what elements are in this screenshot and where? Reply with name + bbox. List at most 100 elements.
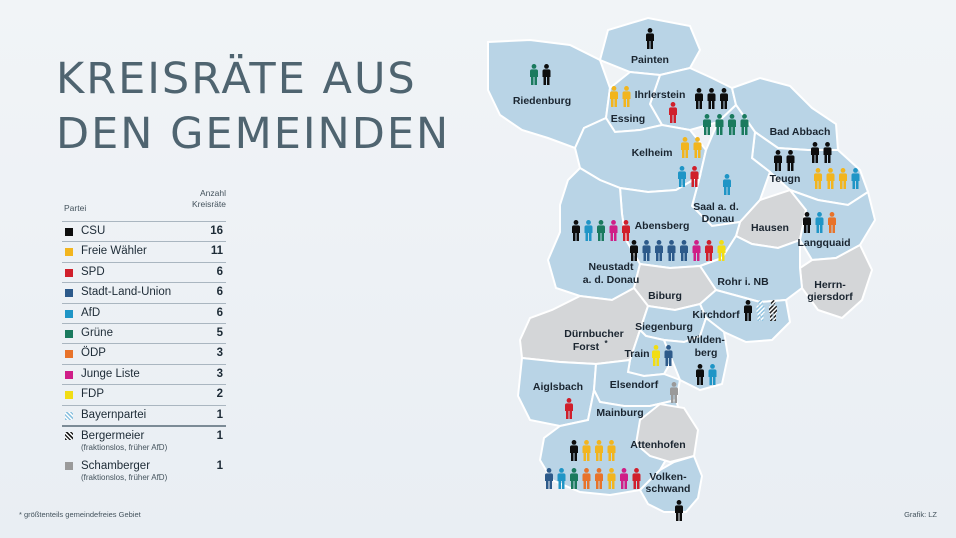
legend-party-name: FDP bbox=[81, 388, 104, 400]
legend-party-label: SPD bbox=[81, 265, 105, 278]
legend-party-name: AfD bbox=[81, 307, 100, 319]
legend-party-count: 6 bbox=[216, 306, 223, 319]
seat-icon-csu bbox=[707, 88, 716, 109]
label-elsendorf: Elsendorf bbox=[610, 379, 659, 391]
label-wildenberg-2: berg bbox=[695, 347, 718, 359]
seat-icon-afd bbox=[815, 212, 824, 233]
seat-icon-jl bbox=[692, 240, 701, 261]
seat-icon-fw bbox=[681, 137, 689, 158]
legend-party-name: Schamberger (fraktionslos, früher AfD) bbox=[81, 460, 167, 482]
seat-icon-fw bbox=[839, 168, 847, 189]
legend-party-note: (fraktionslos, früher AfD) bbox=[81, 472, 168, 482]
seat-icon-csu bbox=[646, 28, 654, 49]
legend-party-count: 6 bbox=[216, 265, 223, 278]
seat-icon-oedp bbox=[828, 212, 836, 233]
legend-party-count: 1 bbox=[216, 429, 223, 442]
footnote: * größtenteils gemeindefreies Gebiet bbox=[19, 510, 141, 519]
label-duernbucher-mark: * bbox=[604, 339, 608, 348]
seat-icon-gruene bbox=[715, 114, 724, 135]
legend-party-label: ÖDP bbox=[81, 347, 106, 360]
seat-icon-fw bbox=[582, 440, 591, 461]
legend-swatch bbox=[65, 228, 73, 236]
seat-icon-slu bbox=[680, 240, 688, 261]
seat-icon-spd bbox=[705, 240, 713, 261]
seat-icon-csu bbox=[630, 240, 638, 261]
seat-icon-afd bbox=[851, 168, 860, 189]
legend-party-note: (fraktionslos, früher AfD) bbox=[81, 442, 168, 452]
seat-icon-sb bbox=[670, 382, 678, 403]
region-volkenschwand bbox=[638, 454, 704, 513]
seat-icon-gruene bbox=[597, 220, 605, 241]
legend-party-count: 16 bbox=[210, 225, 223, 237]
legend-header: Partei Anzahl Kreisräte bbox=[62, 188, 226, 221]
label-riedenburg: Riedenburg bbox=[513, 95, 571, 107]
credit: Grafik: LZ bbox=[904, 510, 937, 519]
legend-row-csu: CSU 16 bbox=[62, 221, 226, 243]
seat-icon-fw bbox=[607, 468, 616, 489]
label-neustadt-2: a. d. Donau bbox=[583, 274, 640, 286]
legend-party-label: Bayernpartei bbox=[81, 408, 147, 421]
label-neustadt-1: Neustadt bbox=[589, 261, 634, 273]
seat-icon-bm bbox=[769, 300, 777, 321]
legend-swatch bbox=[65, 248, 73, 257]
title-line-1: KREISRÄTE AUS bbox=[56, 54, 417, 104]
seat-icon-afd bbox=[708, 364, 717, 385]
seat-icon-oedp bbox=[582, 468, 591, 489]
seat-icon-csu bbox=[696, 364, 704, 385]
council-seat-icons bbox=[530, 28, 860, 521]
seat-icon-spd bbox=[622, 220, 630, 241]
legend-swatch bbox=[65, 431, 73, 440]
seat-icon-csu bbox=[744, 300, 752, 321]
seat-icon-spd bbox=[669, 102, 677, 123]
label-abensberg: Abensberg bbox=[635, 220, 690, 232]
legend-swatch bbox=[65, 289, 73, 298]
seat-icon-afd bbox=[723, 174, 731, 195]
legend-party-label: FDP bbox=[81, 388, 104, 401]
seat-icon-fw bbox=[595, 440, 603, 461]
seat-icon-jl bbox=[609, 220, 618, 241]
label-kelheim: Kelheim bbox=[632, 147, 673, 159]
seat-icon-spd bbox=[690, 166, 699, 187]
legend-party-name: Grüne bbox=[81, 327, 113, 339]
label-attenhofen: Attenhofen bbox=[630, 439, 685, 451]
label-essing: Essing bbox=[611, 113, 645, 125]
legend-party-count: 5 bbox=[216, 326, 223, 339]
legend-party-count: 6 bbox=[216, 286, 223, 299]
seat-icon-spd bbox=[565, 398, 573, 419]
region-labels: Painten Riedenburg Ihrlerstein Essing Ba… bbox=[513, 54, 853, 495]
legend-row-sb: Schamberger (fraktionslos, früher AfD) 1 bbox=[62, 457, 226, 487]
seat-icon-gruene bbox=[728, 114, 736, 135]
legend-header-count: Anzahl Kreisräte bbox=[166, 188, 226, 210]
legend-party-name: Junge Liste bbox=[81, 368, 140, 380]
seat-icon-afd bbox=[584, 220, 593, 241]
legend-swatch bbox=[65, 370, 73, 379]
legend-header-count-line1: Anzahl bbox=[200, 188, 226, 198]
seat-icon-fw bbox=[607, 440, 616, 461]
legend-swatch bbox=[65, 391, 73, 400]
legend-party-name: SPD bbox=[81, 266, 105, 278]
seat-icon-csu bbox=[675, 500, 683, 521]
label-saal-1: Saal a. d. bbox=[693, 201, 739, 213]
legend-party-count: 1 bbox=[216, 408, 223, 421]
label-train: Train bbox=[624, 348, 649, 360]
seat-icon-afd bbox=[557, 468, 566, 489]
party-legend: Partei Anzahl Kreisräte CSU 16 Freie Wähle… bbox=[62, 188, 226, 487]
seat-icon-fw bbox=[693, 137, 702, 158]
seat-icon-csu bbox=[811, 142, 819, 163]
label-teugn: Teugn bbox=[770, 173, 801, 185]
label-rohr: Rohr i. NB bbox=[717, 276, 769, 288]
label-duernbucher-1: Dürnbucher bbox=[564, 328, 624, 340]
label-saal-2: Donau bbox=[702, 213, 735, 225]
legend-row-bm: Bergermeier (fraktionslos, früher AfD) 1 bbox=[62, 427, 226, 457]
legend-party-label: Grüne bbox=[81, 326, 113, 339]
seat-icon-csu bbox=[803, 212, 811, 233]
seat-icon-csu bbox=[823, 142, 832, 163]
seat-icon-csu bbox=[720, 88, 728, 109]
label-langquaid: Langquaid bbox=[797, 237, 850, 249]
seat-icon-gruene bbox=[530, 64, 538, 85]
legend-party-count: 3 bbox=[216, 347, 223, 360]
seat-icon-fw bbox=[622, 86, 631, 107]
seat-icon-fdp bbox=[717, 240, 726, 261]
legend-swatch bbox=[65, 329, 73, 338]
